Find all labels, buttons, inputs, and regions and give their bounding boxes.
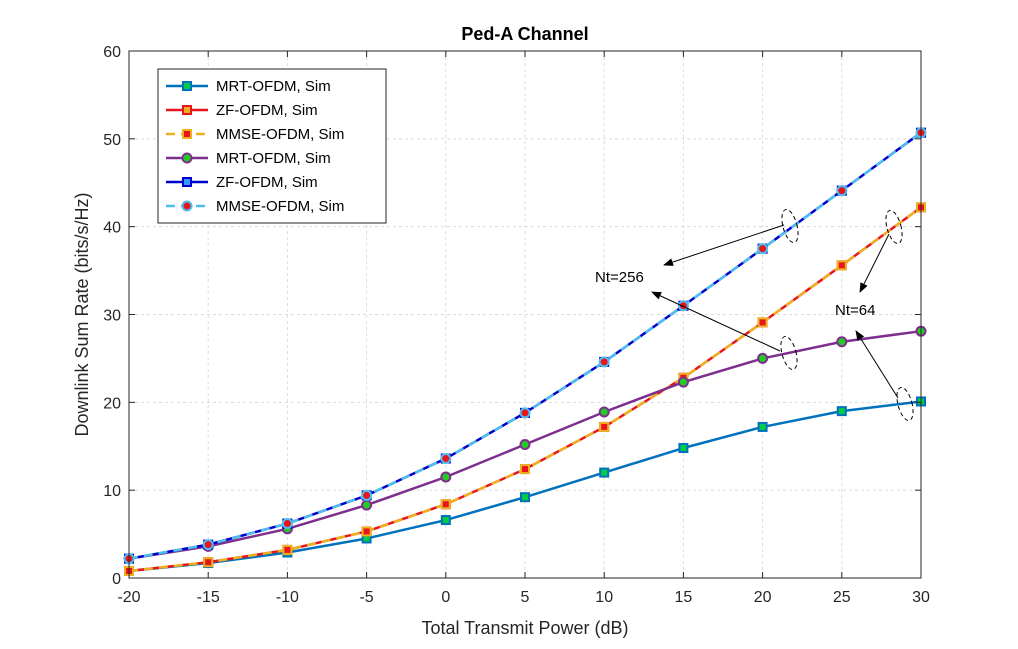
- data-point: [440, 471, 452, 483]
- legend-label: MMSE-OFDM, Sim: [216, 198, 344, 215]
- data-point: [836, 260, 847, 271]
- y-tick-label: 30: [103, 308, 121, 325]
- y-tick-label: 10: [103, 483, 121, 500]
- data-point: [836, 406, 847, 417]
- legend-item: MRT-OFDM, Sim: [166, 150, 331, 167]
- data-point: [599, 467, 610, 478]
- data-point: [282, 544, 293, 555]
- annotation-arrow: [651, 291, 781, 352]
- annotation-ellipse: [781, 208, 799, 244]
- x-tick-label: -15: [197, 589, 220, 606]
- data-point: [836, 336, 848, 348]
- legend-label: MRT-OFDM, Sim: [216, 150, 331, 167]
- data-point: [181, 200, 193, 212]
- chart-title: Ped-A Channel: [461, 24, 588, 44]
- data-point: [519, 407, 531, 419]
- data-point: [182, 81, 192, 91]
- data-point: [757, 317, 768, 328]
- x-tick-label: 15: [675, 589, 693, 606]
- series-6: [123, 127, 927, 565]
- data-point: [181, 152, 193, 164]
- x-tick-label: -20: [117, 589, 140, 606]
- data-point: [677, 300, 689, 312]
- data-point: [361, 489, 373, 501]
- data-point: [598, 356, 610, 368]
- legend-label: MMSE-OFDM, Sim: [216, 126, 344, 143]
- legend-label: ZF-OFDM, Sim: [216, 102, 318, 119]
- annotation-arrow: [855, 330, 899, 399]
- data-point: [440, 499, 451, 510]
- data-point: [519, 438, 531, 450]
- data-point: [202, 539, 214, 551]
- annotation-ellipse: [896, 386, 914, 422]
- annotation-ellipse: [780, 335, 798, 371]
- data-point: [440, 453, 452, 465]
- data-point: [520, 492, 530, 503]
- legend-item: MRT-OFDM, Sim: [166, 78, 331, 95]
- legend-item: ZF-OFDM, Sim: [166, 102, 318, 119]
- data-point: [598, 406, 610, 418]
- data-point: [757, 421, 768, 432]
- x-tick-label: -10: [276, 589, 299, 606]
- data-point: [599, 421, 610, 432]
- data-point: [361, 526, 372, 537]
- x-tick-label: 0: [441, 589, 450, 606]
- legend-label: ZF-OFDM, Sim: [216, 174, 318, 191]
- legend-item: MMSE-OFDM, Sim: [166, 198, 344, 215]
- x-tick-label: 5: [521, 589, 530, 606]
- x-tick-label: -5: [359, 589, 373, 606]
- data-point: [361, 499, 373, 511]
- legend-item: MMSE-OFDM, Sim: [166, 126, 344, 143]
- legend-item: ZF-OFDM, Sim: [166, 174, 318, 191]
- data-point: [182, 129, 192, 139]
- annotation-label-nt64: Nt=64: [835, 302, 875, 319]
- series-layer: [123, 127, 927, 576]
- y-tick-label: 20: [103, 395, 121, 412]
- data-point: [677, 376, 689, 388]
- data-point: [281, 518, 293, 530]
- annotation-label-nt256: Nt=256: [595, 269, 644, 286]
- legend-box: [157, 68, 387, 224]
- x-axis-label: Total Transmit Power (dB): [421, 618, 628, 638]
- y-tick-label: 50: [103, 132, 121, 149]
- data-point: [182, 177, 192, 187]
- data-point: [203, 557, 214, 568]
- legend-label: MRT-OFDM, Sim: [216, 78, 331, 95]
- y-tick-label: 0: [112, 571, 121, 588]
- data-point: [440, 515, 451, 526]
- annotation-arrow: [859, 233, 890, 293]
- data-point: [520, 464, 530, 475]
- data-point: [757, 243, 769, 255]
- annotation-ellipse: [885, 209, 903, 245]
- x-tick-label: 25: [833, 589, 851, 606]
- data-point: [678, 443, 689, 454]
- legend: MRT-OFDM, Sim ZF-OFDM, Sim MMSE-OFDM, Sim M…: [157, 68, 387, 224]
- x-tick-label: 10: [595, 589, 613, 606]
- annotations: Nt=256 Nt=64: [595, 208, 914, 422]
- data-point: [182, 105, 192, 115]
- x-tick-label: 20: [754, 589, 772, 606]
- ticks: -20 -15 -10 -5 0 5 10 15 20 25 30 0 10 20 30 40 50 60: [103, 44, 930, 606]
- y-axis-label: Downlink Sum Rate (bits/s/Hz): [72, 192, 92, 436]
- y-tick-label: 60: [103, 44, 121, 61]
- annotation-arrow: [663, 224, 785, 266]
- x-tick-label: 30: [912, 589, 930, 606]
- data-point: [757, 352, 769, 364]
- data-point: [836, 185, 848, 197]
- y-tick-label: 40: [103, 220, 121, 237]
